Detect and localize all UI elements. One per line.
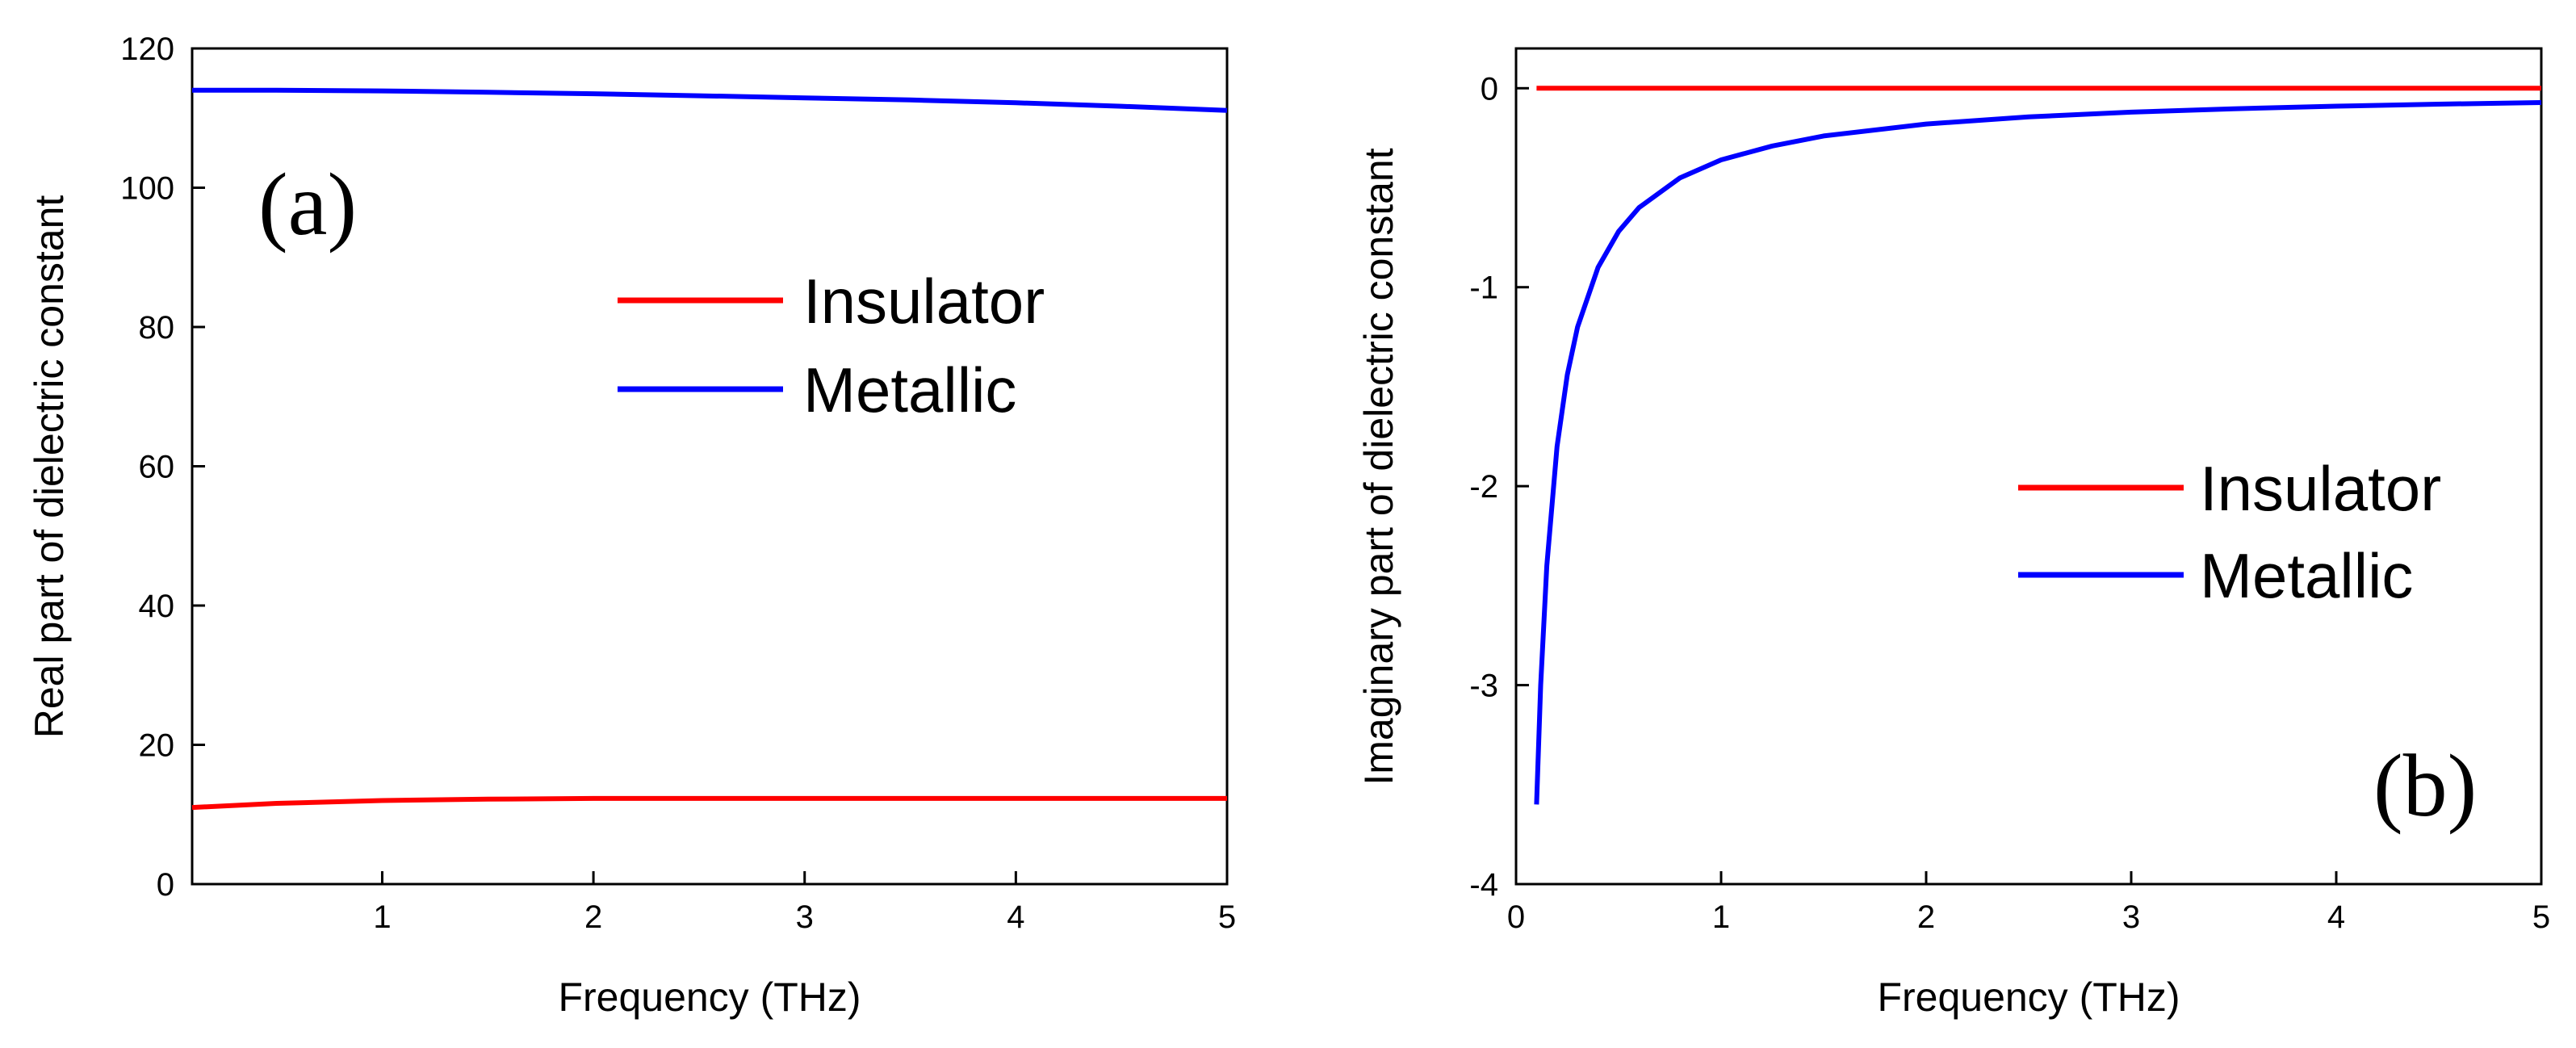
panel-label-b: (b) xyxy=(2373,736,2477,835)
legend-b: Insulator Metallic xyxy=(2018,453,2441,611)
x-tick-label-b: 0 xyxy=(1507,899,1525,935)
x-axis-label-a: Frequency (THz) xyxy=(558,975,861,1020)
series-line-insulator-a xyxy=(191,795,1227,811)
x-tick-label-b: 5 xyxy=(2532,899,2550,935)
y-axis-label-a: Real part of dielectric constant xyxy=(27,195,72,739)
x-tick-label-a: 2 xyxy=(584,899,602,935)
y-tick-label-a: 60 xyxy=(139,450,175,485)
series-lines-b xyxy=(1534,86,2542,805)
y-tick-label-a: 120 xyxy=(120,31,174,67)
legend-label-insulator-b: Insulator xyxy=(2200,453,2441,524)
x-tick-label-a: 1 xyxy=(373,899,391,935)
y-tick-label-b: -3 xyxy=(1469,669,1498,704)
legend-label-insulator-a: Insulator xyxy=(803,266,1045,337)
y-tick-label-b: 0 xyxy=(1481,71,1498,107)
x-tick-label-b: 4 xyxy=(2327,899,2345,935)
legend-label-metallic-b: Metallic xyxy=(2200,540,2413,611)
y-tick-label-a: 0 xyxy=(157,867,174,903)
y-tick-label-a: 100 xyxy=(120,171,174,207)
x-tick-label-b: 1 xyxy=(1712,899,1730,935)
y-tick-label-b: -1 xyxy=(1469,270,1498,306)
x-tick-label-a: 3 xyxy=(796,899,814,935)
legend-label-metallic-a: Metallic xyxy=(803,354,1016,425)
x-tick-label-b: 3 xyxy=(2122,899,2140,935)
panel-label-a: (a) xyxy=(258,155,357,254)
panel-b: 0 1 2 3 4 5 -4 -3 -2 -1 0 Frequency (THz) Imaginar… xyxy=(1356,47,2550,1020)
series-line-metallic-a xyxy=(192,87,1228,113)
y-tick-label-a: 80 xyxy=(139,310,175,346)
y-tick-label-b: -2 xyxy=(1469,469,1498,505)
x-axis-label-b: Frequency (THz) xyxy=(1877,975,2180,1020)
y-axis-label-b: Imaginary part of dielectric constant xyxy=(1356,148,1401,785)
plot-frame-b xyxy=(1514,47,2543,886)
legend-a: Insulator Metallic xyxy=(618,266,1045,425)
y-tick-label-a: 20 xyxy=(139,728,175,764)
ticks-b: 0 1 2 3 4 5 -4 -3 -2 -1 0 xyxy=(1469,71,2550,935)
x-tick-label-a: 4 xyxy=(1007,899,1024,935)
panel-a: 1 2 3 4 5 0 20 40 60 80 100 120 Frequency (THz) Rea… xyxy=(27,31,1236,1020)
series-lines-a xyxy=(191,87,1228,811)
x-tick-label-b: 2 xyxy=(1917,899,1935,935)
ticks-a: 1 2 3 4 5 0 20 40 60 80 100 120 xyxy=(120,31,1236,935)
y-tick-label-a: 40 xyxy=(139,589,175,624)
y-tick-label-b: -4 xyxy=(1469,867,1498,903)
series-line-metallic-b xyxy=(1534,100,2542,805)
x-tick-label-a: 5 xyxy=(1218,899,1236,935)
